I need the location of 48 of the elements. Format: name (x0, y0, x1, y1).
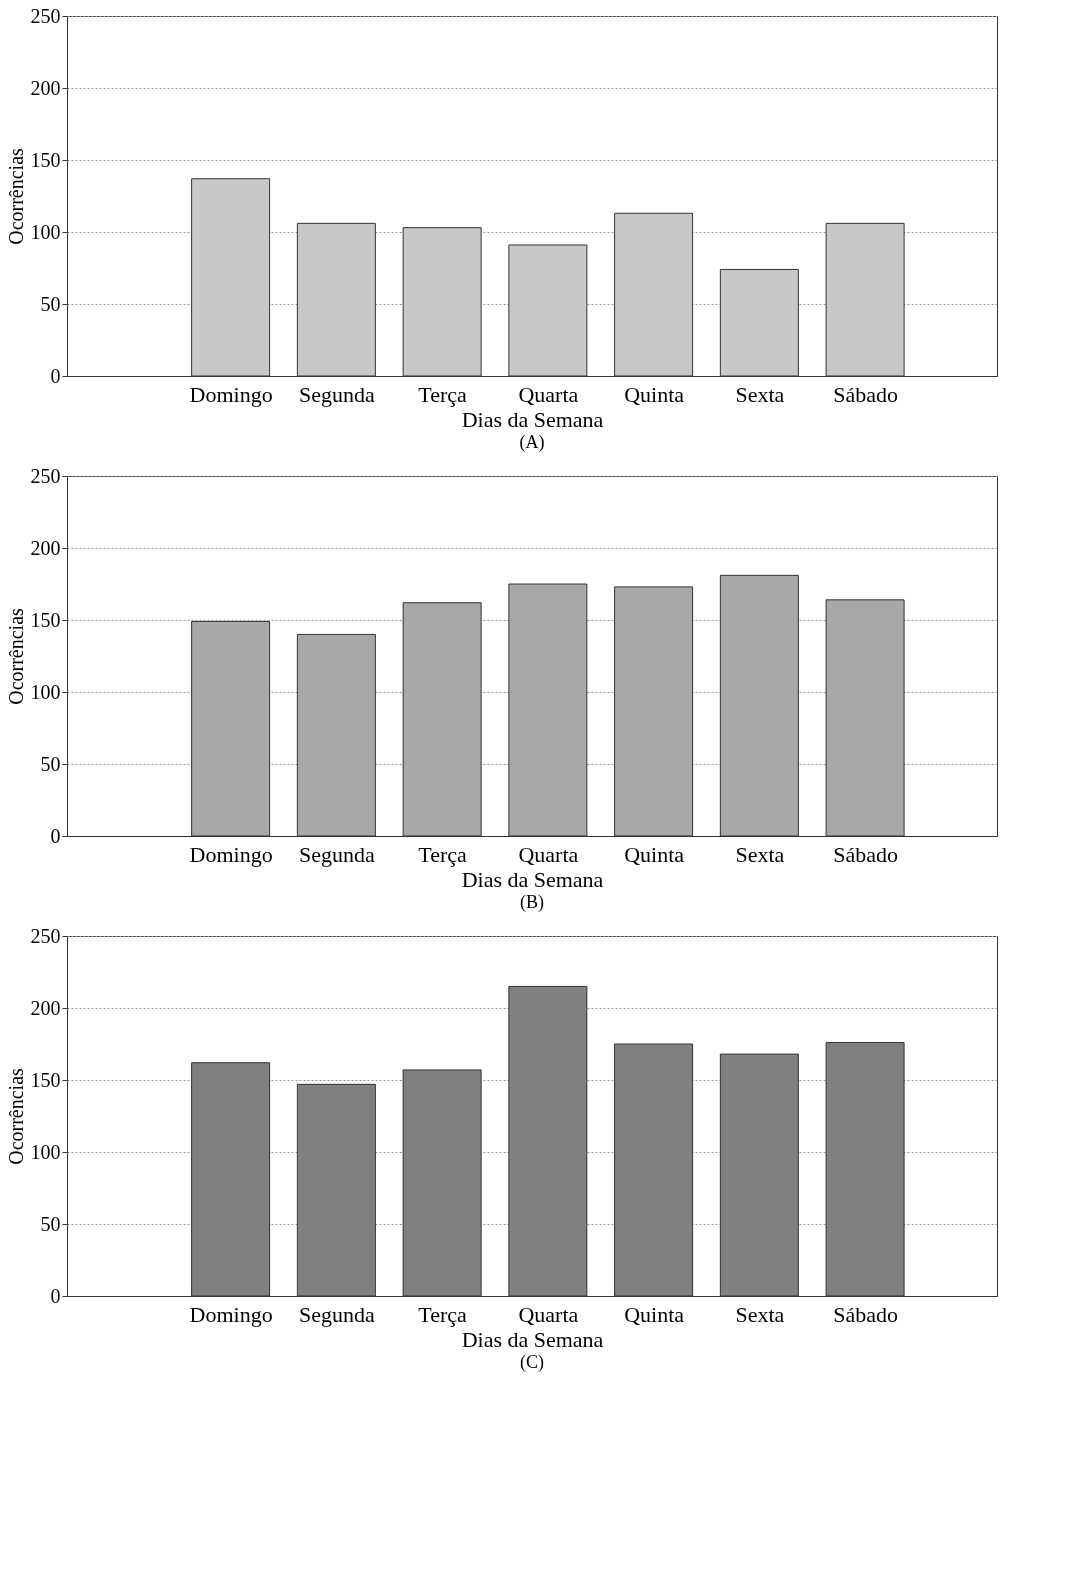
x-tick-label: Quinta (624, 841, 685, 867)
x-tick-label: Domingo (189, 381, 273, 407)
text: (B) (520, 892, 544, 913)
y-tick-label: 200 (30, 996, 61, 1019)
y-axis-title: Ocorrências (4, 607, 27, 705)
y-tick-label: 0 (50, 364, 61, 387)
y-tick-label: 250 (30, 924, 61, 947)
y-tick-label: 250 (30, 4, 61, 27)
y-tick-label: 200 (30, 76, 61, 99)
y-axis-title: Ocorrências (4, 147, 27, 245)
x-tick-label: Terça (418, 841, 468, 867)
y-tick-label: 0 (50, 824, 61, 847)
text: (A) (519, 432, 545, 453)
y-tick-label: 250 (30, 464, 61, 487)
y-tick-label: 150 (30, 148, 61, 171)
y-tick-label: 50 (40, 292, 61, 315)
y-tick-label: 50 (40, 752, 61, 775)
x-tick-label: Terça (418, 381, 468, 407)
x-axis-title: Dias da Semana (461, 1326, 604, 1352)
y-tick-label: 50 (40, 1212, 61, 1235)
x-tick-label: Domingo (189, 841, 273, 867)
x-tick-label: Segunda (298, 841, 375, 867)
y-tick-label: 200 (30, 536, 61, 559)
y-axis-title: Ocorrências (4, 1067, 27, 1165)
y-tick-label: 150 (30, 1068, 61, 1091)
x-tick-label: Quarta (518, 381, 579, 407)
x-tick-label: Segunda (298, 1301, 375, 1327)
y-tick-label: 100 (30, 220, 61, 243)
x-tick-label: Quarta (518, 841, 579, 867)
x-axis-title: Dias da Semana (461, 866, 604, 892)
x-tick-label: Segunda (298, 381, 375, 407)
x-tick-label: Sábado (833, 841, 898, 867)
x-tick-label: Domingo (189, 1301, 273, 1327)
y-tick-label: 100 (30, 680, 61, 703)
x-tick-label: Quinta (624, 381, 685, 407)
x-axis-title: Dias da Semana (461, 406, 604, 432)
x-tick-label: Sexta (735, 841, 785, 867)
x-tick-label: Quarta (518, 1301, 579, 1327)
x-tick-label: Sexta (735, 1301, 785, 1327)
x-tick-label: Sexta (735, 381, 785, 407)
x-tick-label: Quinta (624, 1301, 685, 1327)
x-tick-label: Sábado (833, 381, 898, 407)
y-tick-label: 150 (30, 608, 61, 631)
y-tick-label: 100 (30, 1140, 61, 1163)
x-tick-label: Terça (418, 1301, 468, 1327)
x-tick-label: Sábado (833, 1301, 898, 1327)
text: (C) (520, 1352, 544, 1373)
y-tick-label: 0 (50, 1284, 61, 1307)
